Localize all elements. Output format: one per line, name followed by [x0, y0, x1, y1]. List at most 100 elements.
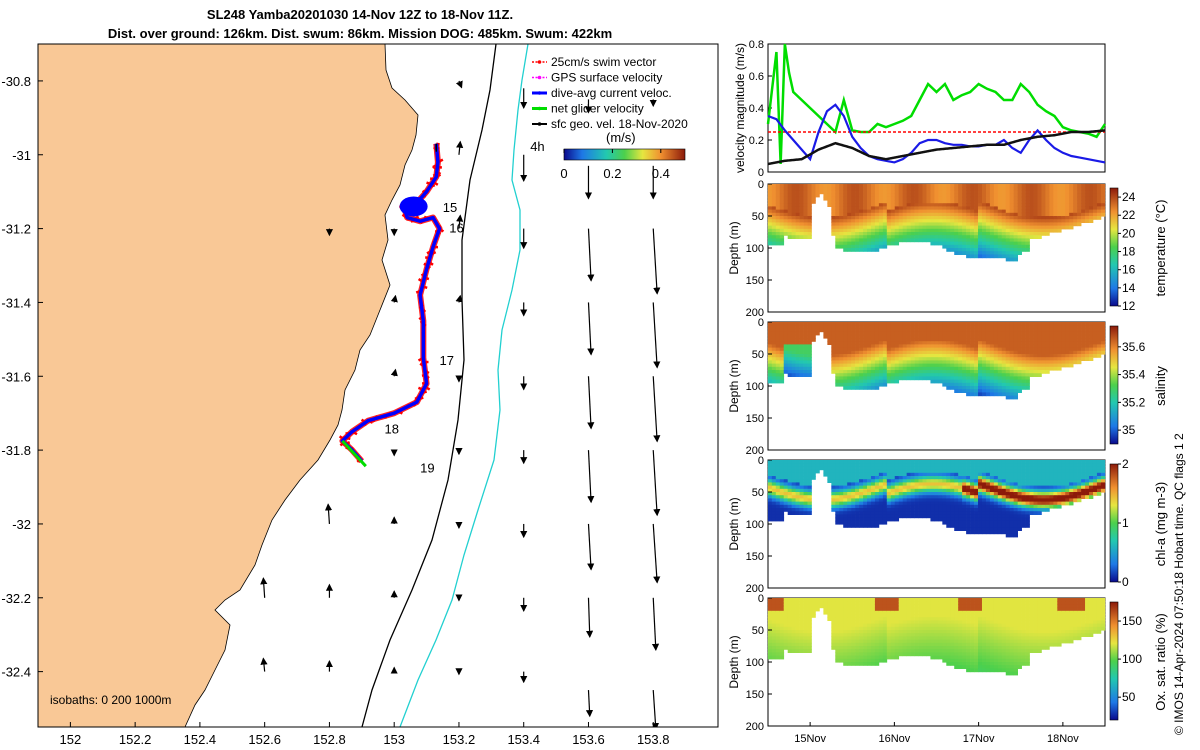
section-cell [1025, 492, 1030, 496]
section-cell [958, 476, 963, 480]
section-cell [966, 331, 971, 336]
section-cell [989, 488, 995, 493]
section-cell [851, 331, 856, 336]
section-cell [1061, 203, 1066, 207]
section-cell [882, 206, 888, 211]
section-cell [882, 376, 888, 381]
section-cell [1069, 338, 1074, 342]
section-cell [771, 517, 777, 522]
section-cell [890, 184, 896, 188]
section-cell [1053, 347, 1058, 352]
section-cell [867, 476, 872, 480]
section-cell [803, 607, 808, 612]
section-cell [958, 203, 963, 207]
section-cell [962, 492, 967, 496]
section-cell [1025, 216, 1030, 220]
section-cell [851, 520, 856, 525]
section-cell [783, 504, 789, 509]
section-cell [1057, 460, 1062, 464]
section-cell [787, 469, 793, 474]
section-cell [926, 514, 931, 519]
map-x-tick-label: 153 [383, 732, 405, 747]
section-cell [870, 520, 876, 525]
section-cell [934, 219, 939, 223]
section-cell [827, 203, 832, 207]
section-cell [946, 485, 951, 490]
section-cell [981, 235, 987, 239]
section-cell [981, 466, 987, 471]
section-cell [962, 495, 967, 499]
section-cell [878, 241, 884, 246]
section-cell [843, 219, 848, 223]
section-cell [791, 373, 796, 377]
section-y-tick-label: 100 [746, 519, 764, 531]
section-cell [855, 485, 860, 490]
geo-velocity-arrow [456, 214, 464, 229]
section-cell [803, 511, 808, 515]
section-cell [894, 379, 900, 384]
section-cell [771, 479, 777, 483]
section-cell [989, 235, 995, 239]
section-cell [1033, 184, 1038, 188]
section-cell [771, 373, 777, 377]
section-cell [775, 196, 781, 201]
section-cell [898, 341, 904, 345]
section-cell [787, 492, 793, 496]
section-cell [882, 328, 888, 333]
section-cell [1025, 334, 1030, 339]
section-cell [878, 366, 884, 371]
section-cell [878, 200, 884, 204]
section-cell [843, 225, 848, 230]
section-cell [910, 228, 915, 233]
section-cell [1001, 193, 1007, 198]
section-cell [1100, 466, 1106, 471]
section-cell [950, 511, 955, 515]
section-cell [1025, 485, 1030, 490]
section-cell [855, 196, 860, 201]
section-cell [1081, 463, 1086, 467]
section-cell [811, 193, 816, 198]
section-cell [989, 527, 995, 531]
section-y-tick-label: 150 [746, 551, 764, 563]
section-cell [775, 225, 781, 230]
section-cell [997, 354, 1003, 358]
section-cell [847, 386, 852, 390]
section-cell [1053, 488, 1058, 493]
section-cell [867, 322, 872, 326]
section-cell [922, 347, 927, 352]
velocity-y-tick-label: 0 [758, 167, 764, 179]
section-cell [1025, 354, 1030, 358]
section-cell [767, 517, 773, 522]
section-cell [799, 472, 804, 477]
section-cell [795, 350, 800, 355]
section-cell [803, 620, 808, 625]
section-cell [906, 209, 911, 214]
section-cell [1041, 357, 1046, 361]
section-cell [946, 517, 951, 522]
section-cell [1061, 488, 1066, 493]
section-cell [874, 328, 880, 333]
section-cell [839, 482, 844, 487]
section-cell [843, 331, 848, 336]
section-cell [878, 350, 884, 355]
section-cell [1017, 203, 1022, 207]
section-cell [882, 334, 888, 339]
section-cell [827, 190, 832, 195]
section-cell [839, 225, 844, 230]
section-cell [1029, 341, 1034, 345]
section-cell [938, 228, 943, 233]
section-cell [870, 232, 876, 236]
section-cell [974, 370, 979, 374]
section-cell [1021, 386, 1026, 390]
section-cell [930, 376, 935, 381]
section-cell [958, 508, 963, 512]
section-cell [962, 216, 967, 220]
section-cell [1021, 363, 1026, 368]
section-cell [863, 517, 868, 522]
section-cell [993, 472, 999, 477]
section-cell [767, 373, 773, 377]
section-cell [835, 228, 840, 233]
section-cell [851, 517, 856, 522]
section-cell [1029, 200, 1034, 204]
